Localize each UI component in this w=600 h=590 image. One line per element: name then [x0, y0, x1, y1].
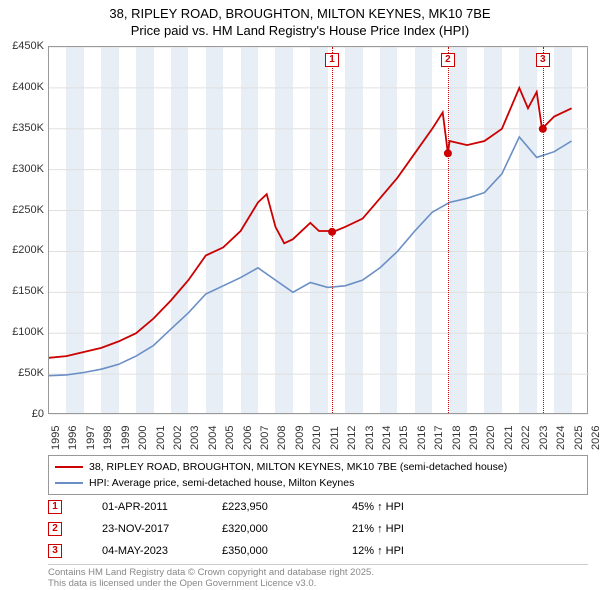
legend-item: 38, RIPLEY ROAD, BROUGHTON, MILTON KEYNE… — [55, 459, 581, 475]
y-tick-label: £0 — [0, 408, 44, 420]
footer-line-2: This data is licensed under the Open Gov… — [48, 578, 588, 589]
row-marker: 2 — [48, 522, 62, 536]
x-tick-label: 2016 — [416, 418, 428, 450]
x-tick-label: 2002 — [172, 418, 184, 450]
legend: 38, RIPLEY ROAD, BROUGHTON, MILTON KEYNE… — [48, 455, 588, 495]
sale-vline — [448, 47, 449, 413]
legend-label: 38, RIPLEY ROAD, BROUGHTON, MILTON KEYNE… — [89, 461, 507, 473]
y-tick-label: £400K — [0, 81, 44, 93]
row-marker: 3 — [48, 544, 62, 558]
sale-marker-3: 3 — [536, 53, 550, 67]
sale-marker-1: 1 — [325, 53, 339, 67]
title-line-1: 38, RIPLEY ROAD, BROUGHTON, MILTON KEYNE… — [0, 6, 600, 23]
row-date: 01-APR-2011 — [72, 501, 212, 513]
x-tick-label: 2023 — [538, 418, 550, 450]
x-tick-label: 1999 — [120, 418, 132, 450]
row-hpi: 45% ↑ HPI — [352, 501, 472, 513]
y-tick-label: £200K — [0, 244, 44, 256]
table-row: 3 04-MAY-2023 £350,000 12% ↑ HPI — [48, 540, 588, 562]
x-tick-label: 2009 — [294, 418, 306, 450]
x-tick-label: 1998 — [102, 418, 114, 450]
legend-label: HPI: Average price, semi-detached house,… — [89, 477, 354, 489]
x-tick-label: 2011 — [329, 418, 341, 450]
row-hpi: 12% ↑ HPI — [352, 545, 472, 557]
sale-vline — [543, 47, 544, 413]
table-row: 2 23-NOV-2017 £320,000 21% ↑ HPI — [48, 518, 588, 540]
x-tick-label: 2017 — [433, 418, 445, 450]
x-tick-label: 2014 — [381, 418, 393, 450]
x-tick-label: 2022 — [520, 418, 532, 450]
row-price: £350,000 — [222, 545, 342, 557]
row-hpi: 21% ↑ HPI — [352, 523, 472, 535]
x-tick-label: 2004 — [207, 418, 219, 450]
x-tick-label: 1997 — [85, 418, 97, 450]
x-tick-label: 1996 — [67, 418, 79, 450]
x-tick-label: 2008 — [276, 418, 288, 450]
x-tick-label: 2026 — [590, 418, 600, 450]
chart-title: 38, RIPLEY ROAD, BROUGHTON, MILTON KEYNE… — [0, 0, 600, 40]
x-tick-label: 2001 — [155, 418, 167, 450]
legend-item: HPI: Average price, semi-detached house,… — [55, 475, 581, 491]
x-tick-label: 2020 — [485, 418, 497, 450]
x-tick-label: 2006 — [242, 418, 254, 450]
chart-svg — [49, 47, 589, 415]
x-tick-label: 2005 — [224, 418, 236, 450]
series-hpi — [49, 137, 572, 376]
row-date: 23-NOV-2017 — [72, 523, 212, 535]
y-tick-label: £350K — [0, 122, 44, 134]
footer-attribution: Contains HM Land Registry data © Crown c… — [48, 564, 588, 590]
chart-container: 38, RIPLEY ROAD, BROUGHTON, MILTON KEYNE… — [0, 0, 600, 590]
x-tick-label: 2012 — [346, 418, 358, 450]
sale-vline — [332, 47, 333, 413]
x-tick-label: 2018 — [451, 418, 463, 450]
y-tick-label: £100K — [0, 326, 44, 338]
x-tick-label: 2025 — [573, 418, 585, 450]
sale-marker-2: 2 — [441, 53, 455, 67]
row-date: 04-MAY-2023 — [72, 545, 212, 557]
row-price: £223,950 — [222, 501, 342, 513]
y-tick-label: £150K — [0, 285, 44, 297]
x-tick-label: 2019 — [468, 418, 480, 450]
x-tick-label: 2007 — [259, 418, 271, 450]
plot-area: 1 2 3 — [48, 46, 588, 414]
y-tick-label: £250K — [0, 204, 44, 216]
y-tick-label: £450K — [0, 40, 44, 52]
y-tick-label: £300K — [0, 163, 44, 175]
title-line-2: Price paid vs. HM Land Registry's House … — [0, 23, 600, 40]
sales-table: 1 01-APR-2011 £223,950 45% ↑ HPI 2 23-NOV-201… — [48, 496, 588, 562]
x-tick-label: 2000 — [137, 418, 149, 450]
legend-swatch — [55, 466, 83, 468]
x-tick-label: 2003 — [189, 418, 201, 450]
x-tick-label: 2013 — [364, 418, 376, 450]
x-tick-label: 2015 — [398, 418, 410, 450]
row-marker: 1 — [48, 500, 62, 514]
x-tick-label: 2010 — [311, 418, 323, 450]
legend-swatch — [55, 482, 83, 484]
row-price: £320,000 — [222, 523, 342, 535]
footer-line-1: Contains HM Land Registry data © Crown c… — [48, 567, 588, 578]
x-tick-label: 2024 — [555, 418, 567, 450]
x-tick-label: 1995 — [50, 418, 62, 450]
x-tick-label: 2021 — [503, 418, 515, 450]
table-row: 1 01-APR-2011 £223,950 45% ↑ HPI — [48, 496, 588, 518]
y-tick-label: £50K — [0, 367, 44, 379]
